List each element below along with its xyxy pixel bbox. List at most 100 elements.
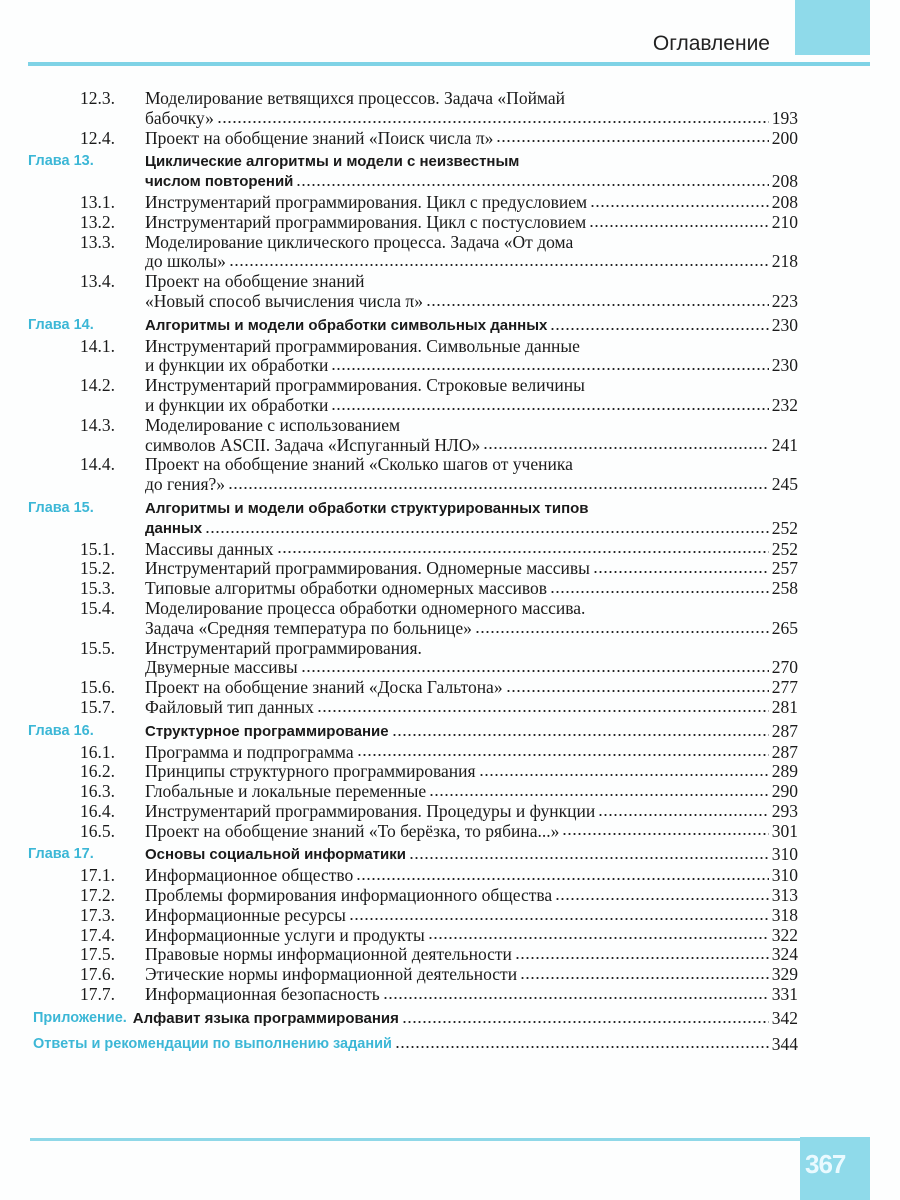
- dot-leader: [496, 139, 769, 144]
- toc-section[interactable]: 16.4. Инструментарий программирования. Пр…: [28, 800, 798, 822]
- toc-section[interactable]: 14.4. Проект на обобщение знаний «Сколько…: [28, 455, 798, 495]
- toc-entry-line: Проект на обобщение знаний «То берёзка, …: [145, 820, 798, 842]
- toc-section[interactable]: 15.2. Инструментарий программирования. Од…: [28, 559, 798, 579]
- toc-entry-title: Циклические алгоритмы и модели с неизвес…: [145, 153, 520, 171]
- toc-entry-body: Проект на обобщение знаний «Новый способ …: [145, 271, 798, 312]
- toc-section[interactable]: 15.3. Типовые алгоритмы обработки одномер…: [28, 578, 798, 599]
- toc-entry-body: Файловый тип данных 281: [145, 697, 798, 718]
- toc-section[interactable]: 14.2. Инструментарий программирования. Ст…: [28, 375, 798, 416]
- toc-entry-number: 13.1.: [80, 191, 115, 212]
- toc-page-number: 208: [771, 191, 798, 212]
- toc-section[interactable]: 16.5. Проект на обобщение знаний «То берё…: [28, 820, 798, 842]
- toc-section[interactable]: 17.4. Информационные услуги и продукты 322: [28, 925, 798, 946]
- toc-entry-line: бабочку» 193: [145, 107, 798, 129]
- dot-leader: [408, 856, 769, 861]
- toc-entry-line: Инструментарий программирования. Одномер…: [145, 559, 798, 579]
- toc-page-number: 257: [771, 558, 798, 579]
- toc-section[interactable]: 17.3. Информационные ресурсы 318: [28, 904, 798, 926]
- toc-page-number: 342: [771, 1007, 798, 1028]
- toc-section[interactable]: 15.5. Инструментарий программирования. Дву…: [28, 637, 798, 679]
- toc-page-number: 313: [771, 885, 798, 906]
- toc-section[interactable]: 15.4. Моделирование процесса обработки од…: [28, 597, 798, 639]
- toc-entry-line: Моделирование ветвящихся процессов. Зада…: [145, 88, 798, 109]
- toc-section[interactable]: 15.6. Проект на обобщение знаний «Доска Г…: [28, 677, 798, 698]
- dot-leader: [391, 732, 769, 737]
- toc-section[interactable]: 16.2. Принципы структурного программирова…: [28, 761, 798, 782]
- dot-leader: [520, 976, 769, 981]
- toc-section[interactable]: 17.1. Информационное общество 310: [28, 865, 798, 886]
- toc-entry-title: Алгоритмы и модели обработки символьных …: [145, 316, 548, 334]
- toc-entry-title: Алгоритмы и модели обработки структуриро…: [145, 499, 589, 517]
- toc-section[interactable]: 13.4. Проект на обобщение знаний «Новый сп…: [28, 271, 798, 312]
- toc-section[interactable]: 14.1. Инструментарий программирования. Си…: [28, 335, 798, 377]
- toc-entry-title: Инструментарий программирования. Одномер…: [145, 558, 590, 579]
- toc-entry-line: Алгоритмы и модели обработки структуриро…: [145, 499, 798, 519]
- toc-answers[interactable]: Ответы и рекомендации по выполнению зада…: [28, 1034, 798, 1055]
- footer-tab: [800, 1137, 870, 1200]
- toc-entry-body: Моделирование циклического процесса. Зад…: [145, 231, 798, 273]
- toc-section[interactable]: 17.6. Этические нормы информационной деят…: [28, 964, 798, 985]
- toc-entry-title: Информационные ресурсы: [145, 904, 346, 925]
- toc-entry-line: Принципы структурного программирования 28…: [145, 761, 798, 782]
- toc-entry-title: Моделирование процесса обработки одномер…: [145, 597, 586, 618]
- toc-section[interactable]: 17.5. Правовые нормы информационной деяте…: [28, 945, 798, 965]
- toc-entry-line: Циклические алгоритмы и модели с неизвес…: [145, 152, 798, 172]
- toc-entry-title: до школы»: [145, 251, 226, 272]
- toc-section[interactable]: 13.2. Инструментарий программирования. Ци…: [28, 212, 798, 233]
- toc-entry-line: Инструментарий программирования. Процеду…: [145, 800, 798, 822]
- toc-entry-number: 14.1.: [80, 335, 115, 356]
- toc-section[interactable]: 12.4. Проект на обобщение знаний «Поиск ч…: [28, 127, 798, 149]
- toc-section[interactable]: 17.2. Проблемы формирования информационно…: [28, 885, 798, 906]
- toc-section[interactable]: 15.1. Массивы данных 252: [28, 539, 798, 560]
- toc-chapter[interactable]: Глава 16. Структурное программирование 287: [28, 721, 798, 742]
- toc-entry-body: Инструментарий программирования. Строков…: [145, 375, 798, 416]
- toc-entry-number: 14.2.: [80, 375, 115, 396]
- toc-entry-body: Массивы данных 252: [145, 539, 798, 560]
- toc-entry-title: и функции их обработки: [145, 355, 329, 376]
- dot-leader: [550, 589, 769, 594]
- toc-entry-number: 17.5.: [80, 944, 115, 965]
- toc-entry-number: 16.2.: [80, 761, 115, 782]
- toc-section[interactable]: 17.7. Информационная безопасность 331: [28, 984, 798, 1005]
- toc-section[interactable]: 13.1. Инструментарий программирования. Ци…: [28, 191, 798, 213]
- dot-leader: [205, 529, 769, 534]
- dot-leader: [331, 367, 769, 372]
- toc-entry-line: Основы социальной информатики 310: [145, 845, 798, 865]
- toc-appendix[interactable]: Приложение. Алфавит языка программировани…: [28, 1007, 798, 1029]
- dot-leader: [426, 302, 769, 307]
- toc-entry-title: Этические нормы информационной деятельно…: [145, 964, 518, 985]
- toc-entry-body: Инструментарий программирования. Процеду…: [145, 800, 798, 822]
- toc-entry-body: Информационное общество 310: [145, 865, 798, 886]
- toc-entry-title: Моделирование циклического процесса. Зад…: [145, 231, 574, 252]
- toc-chapter[interactable]: Глава 17. Основы социальной информатики 31…: [28, 845, 798, 865]
- toc-page-number: 230: [771, 314, 798, 335]
- toc-entry-title: Инструментарий программирования. Процеду…: [145, 800, 596, 821]
- toc-chapter[interactable]: Глава 15. Алгоритмы и модели обработки ст…: [28, 499, 798, 539]
- toc-section[interactable]: 15.7. Файловый тип данных 281: [28, 697, 798, 718]
- toc-section[interactable]: 13.3. Моделирование циклического процесса…: [28, 231, 798, 273]
- toc-entry-line: Информационное общество 310: [145, 865, 798, 886]
- toc-section[interactable]: 16.1. Программа и подпрограмма 287: [28, 742, 798, 763]
- toc-entry-number: 14.4.: [80, 454, 115, 475]
- toc-entry-title: Типовые алгоритмы обработки одномерных м…: [145, 578, 548, 599]
- toc-page-number: 265: [771, 617, 798, 638]
- toc-chapter[interactable]: Глава 14. Алгоритмы и модели обработки си…: [28, 314, 798, 336]
- toc-chapter[interactable]: Глава 13. Циклические алгоритмы и модели …: [28, 152, 798, 192]
- toc-entry-title: Структурное программирование: [145, 722, 389, 740]
- toc-entry-body: Программа и подпрограмма 287: [145, 742, 798, 763]
- toc-entry-title: бабочку»: [145, 107, 214, 128]
- toc-entry-number: 15.4.: [80, 597, 115, 618]
- toc-entry-body: Проект на обобщение знаний «То берёзка, …: [145, 820, 798, 842]
- toc-entry-number: 17.6.: [80, 964, 115, 985]
- toc-page-number: 301: [771, 820, 798, 841]
- toc-entry-title: Задача «Средняя температура по больнице»: [145, 617, 472, 638]
- toc-section[interactable]: 12.3. Моделирование ветвящихся процессов.…: [28, 88, 798, 129]
- toc-page-number: 200: [771, 127, 798, 148]
- toc-entry-line: Моделирование циклического процесса. Зад…: [145, 231, 798, 253]
- toc-entry-number: 17.7.: [80, 984, 115, 1005]
- dot-leader: [505, 688, 769, 693]
- toc-section[interactable]: 14.3. Моделирование с использованием симво…: [28, 415, 798, 456]
- dot-leader: [228, 485, 769, 490]
- toc-entry-number: 15.5.: [80, 637, 115, 658]
- toc-section[interactable]: 16.3. Глобальные и локальные переменные 29…: [28, 781, 798, 802]
